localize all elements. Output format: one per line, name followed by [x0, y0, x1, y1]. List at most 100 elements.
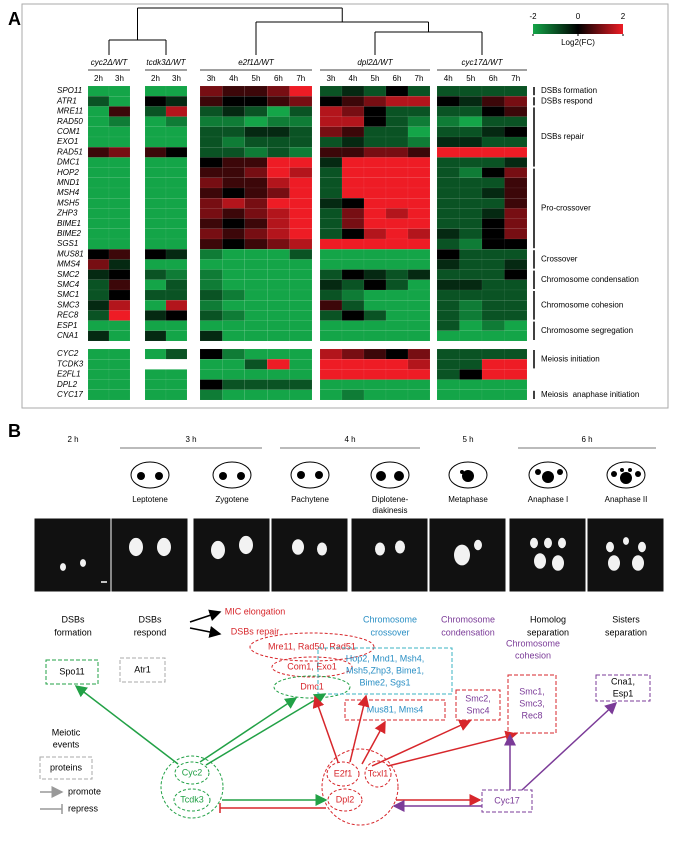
heatmap-cell	[481, 96, 505, 107]
heatmap-cell	[341, 249, 365, 260]
heatmap-cell	[87, 228, 110, 240]
event-label: separation	[527, 627, 569, 637]
heatmap-cell	[385, 116, 409, 127]
event-label: DSBs	[138, 614, 162, 624]
heatmap-cell	[459, 259, 483, 270]
nucleus	[317, 542, 327, 556]
heatmap-cell	[289, 228, 313, 240]
heatmap-cell	[504, 259, 528, 270]
heatmap-cell	[289, 106, 313, 117]
protein-label: Msh5,Zhp3, Bime1,	[346, 665, 424, 675]
heatmap-cell	[267, 85, 290, 97]
heatmap-cell	[267, 279, 290, 291]
heatmap-cell	[407, 279, 431, 291]
heatmap-cell	[459, 279, 483, 291]
heatmap-cell	[289, 136, 313, 148]
heatmap-cell	[289, 379, 313, 390]
heatmap-cell	[87, 348, 110, 360]
heatmap-cell	[87, 279, 110, 291]
heatmap-cell	[319, 106, 343, 117]
heatmap-cell	[341, 187, 365, 199]
heatmap-cell	[108, 348, 131, 360]
heatmap-cell	[459, 310, 483, 321]
heatmap-cell	[267, 106, 290, 117]
heatmap-cell	[199, 379, 223, 390]
heatmap-cell	[407, 249, 431, 260]
annotation-label: Chromosome cohesion	[541, 300, 623, 309]
annotation-label: DSBs formation	[541, 86, 597, 95]
heatmap-cell	[385, 249, 409, 260]
nucleus	[552, 555, 564, 571]
heatmap-cell	[341, 238, 365, 250]
heatmap-cell	[108, 198, 131, 209]
heatmap-cell	[504, 187, 528, 199]
heatmap-cell	[87, 136, 110, 148]
heatmap-cell	[199, 348, 223, 360]
heatmap-cell	[407, 379, 431, 390]
nucleus	[534, 553, 546, 569]
heatmap-cell	[319, 96, 343, 107]
heatmap-cell	[144, 208, 167, 219]
heatmap-cell	[87, 249, 110, 260]
heatmap-cell	[481, 249, 505, 260]
event-label: MIC elongation	[225, 606, 286, 616]
heatmap-cell	[319, 167, 343, 178]
heatmap-cell	[289, 369, 313, 380]
protein-label: Smc3,	[519, 698, 545, 708]
heatmap-cell	[481, 147, 505, 158]
heatmap-cell	[244, 269, 268, 280]
column-label: 6h	[393, 74, 402, 83]
heatmap-cell	[199, 208, 223, 219]
heatmap-cell	[481, 228, 505, 240]
heatmap-cell	[504, 208, 528, 219]
heatmap-cell	[436, 359, 460, 370]
heatmap-cell	[407, 96, 431, 107]
heatmap-cell	[289, 208, 313, 219]
heatmap-cell	[267, 249, 290, 260]
heatmap-cell	[385, 177, 409, 189]
heatmap-cell	[319, 310, 343, 321]
protein-box	[45, 659, 99, 685]
heatmap-cell	[436, 249, 460, 260]
heatmap-cell	[87, 147, 110, 158]
heatmap-cell	[108, 330, 131, 342]
heatmap-cell	[481, 330, 505, 342]
node-group	[160, 755, 224, 819]
heatmap-cell	[165, 289, 188, 301]
heatmap-cell	[144, 359, 167, 370]
heatmap-cell	[87, 289, 110, 301]
heatmap-cell	[144, 369, 167, 380]
heatmap-cell	[341, 320, 365, 331]
protein-ellipse	[174, 761, 210, 785]
heatmap-cell	[87, 359, 110, 370]
heatmap-cell	[459, 348, 483, 360]
heatmap-cell	[267, 259, 290, 270]
heatmap-cell	[319, 116, 343, 127]
heatmap-cell	[407, 289, 431, 301]
nucleus	[558, 537, 566, 549]
heatmap-cell	[436, 330, 460, 342]
nucleus-icon	[462, 470, 474, 482]
legend-label: Meiotic	[52, 727, 81, 737]
heatmap-cell	[436, 259, 460, 270]
heatmap-cell	[319, 228, 343, 240]
annotation-label: DSBs respond	[541, 96, 593, 105]
heatmap-cell	[459, 289, 483, 301]
heatmap-cell	[407, 330, 431, 342]
heatmap-cell	[244, 116, 268, 127]
heatmap-cell	[199, 167, 223, 178]
gene-label: SMC3	[57, 300, 80, 309]
heatmap-cell	[363, 289, 387, 301]
heatmap-cell	[319, 369, 343, 380]
protein-label: E2f1	[334, 768, 353, 778]
heatmap-cell	[267, 300, 290, 311]
heatmap-cell	[165, 348, 188, 360]
protein-label: Tcxl1	[368, 768, 389, 778]
heatmap-cell	[244, 126, 268, 138]
heatmap-cell	[165, 359, 188, 370]
heatmap-cell	[341, 136, 365, 148]
heatmap-cell	[407, 177, 431, 189]
heatmap-cell	[341, 106, 365, 117]
heatmap-cell	[504, 320, 528, 331]
heatmap-cell	[319, 330, 343, 342]
